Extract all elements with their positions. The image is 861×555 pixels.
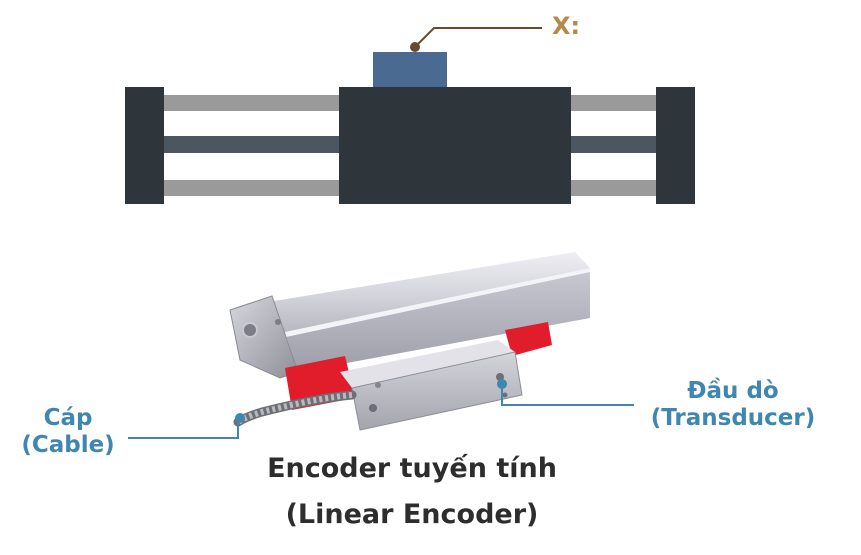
- reading-head-body: [351, 351, 523, 431]
- end-block-right: [656, 87, 695, 204]
- transducer-label-line2: (Transducer): [650, 405, 816, 431]
- cable-leader: [128, 413, 245, 439]
- read-head: [373, 52, 447, 87]
- x-leader-line: [414, 27, 542, 48]
- x-leader-dot: [410, 42, 420, 52]
- transducer-label: Đầu dò (Transducer): [628, 378, 838, 432]
- carriage: [339, 87, 571, 204]
- cable-label-line1: Cáp: [43, 405, 93, 431]
- transducer-leader: [497, 379, 634, 406]
- reading-head-top: [340, 340, 515, 388]
- end-block-left: [125, 87, 164, 204]
- end-plate-hole: [242, 322, 258, 338]
- encoder-photo: [229, 252, 590, 431]
- linear-stage-schematic: [125, 27, 695, 204]
- transducer-label-line1: Đầu dò: [687, 378, 779, 404]
- cable-label: Cáp (Cable): [8, 405, 128, 459]
- x-axis-label: X:: [552, 12, 581, 40]
- caption-line2: (Linear Encoder): [285, 499, 539, 530]
- scale-front-face: [285, 268, 590, 372]
- caption: Encoder tuyến tính (Linear Encoder): [212, 453, 612, 531]
- caption-line1: Encoder tuyến tính: [267, 453, 557, 484]
- red-bracket-right: [505, 322, 552, 356]
- scale-top-face: [268, 252, 590, 332]
- cable-label-line2: (Cable): [21, 432, 115, 458]
